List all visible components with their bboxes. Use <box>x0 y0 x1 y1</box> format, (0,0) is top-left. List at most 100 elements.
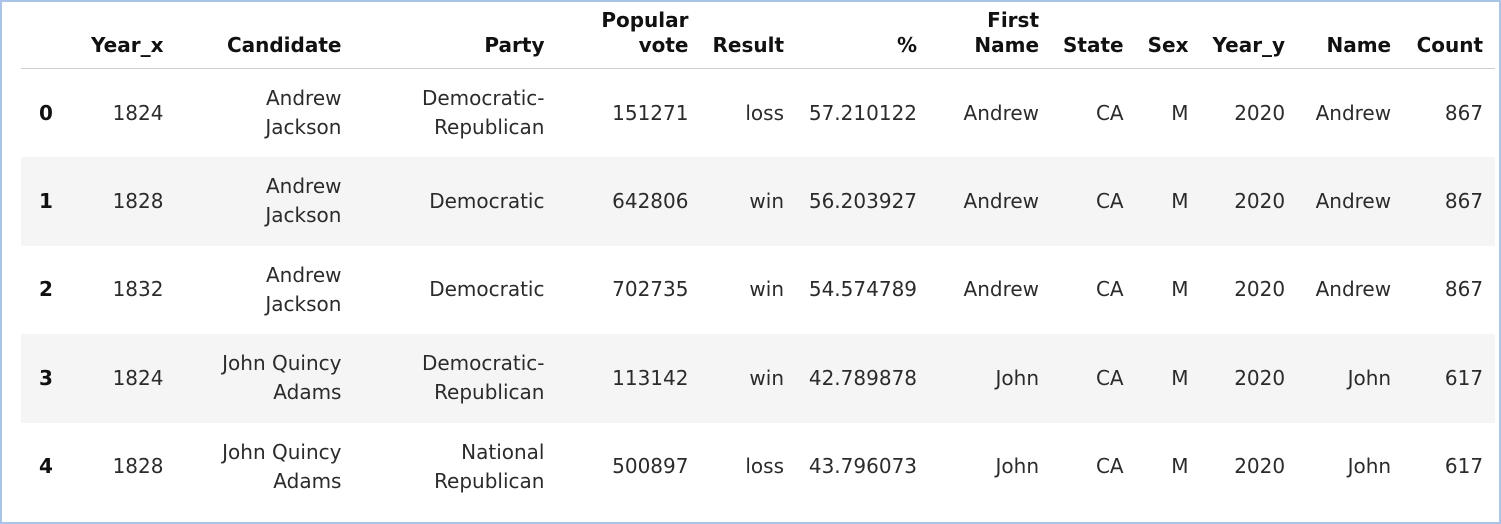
cell-candidate-line1: John Quincy <box>222 351 342 376</box>
cell-party: National Republican <box>353 423 556 512</box>
cell-candidate-line2: Adams <box>273 468 342 493</box>
header-candidate: Candidate <box>175 2 354 69</box>
cell-name: Andrew <box>1315 188 1392 213</box>
cell-percent: 57.210122 <box>808 100 918 125</box>
cell-candidate-line2: Jackson <box>265 291 342 316</box>
header-first-name-line1: First <box>987 8 1040 32</box>
cell-result: loss <box>745 454 785 479</box>
cell-percent: 54.574789 <box>808 277 918 302</box>
cell-popular-vote: 702735 <box>612 277 689 302</box>
cell-candidate-line2: Jackson <box>265 115 342 139</box>
cell-count: 867 <box>1444 100 1484 125</box>
cell-party-line2: Republican <box>434 468 545 493</box>
table-row: 0 1824 Andrew Jackson Democratic- Republic… <box>21 68 1496 158</box>
cell-count: 867 <box>1444 188 1484 213</box>
cell-party-line2: Republican <box>434 380 545 405</box>
cell-first-name: John <box>995 454 1040 479</box>
header-year-x: Year_x <box>79 2 176 69</box>
cell-sex: M <box>1171 100 1189 125</box>
row-index: 0 <box>39 100 53 125</box>
cell-year-x: 1824 <box>112 100 164 125</box>
table-row: 2 1832 Andrew Jackson Democratic 702735 w… <box>21 245 1496 335</box>
row-index: 3 <box>39 365 53 390</box>
row-index: 2 <box>39 277 53 302</box>
header-party: Party <box>353 2 557 69</box>
header-first-name: First Name <box>929 2 1052 69</box>
cell-percent: 42.789878 <box>808 365 918 390</box>
cell-first-name: John <box>995 365 1040 390</box>
header-percent: % <box>796 2 930 69</box>
header-state: State <box>1051 2 1136 69</box>
header-year-y: Year_y <box>1200 2 1298 69</box>
cell-popular-vote: 113142 <box>612 365 689 390</box>
cell-year-y: 2020 <box>1234 100 1286 125</box>
cell-party: Democratic <box>429 277 545 302</box>
cell-percent: 56.203927 <box>808 188 918 213</box>
header-count: Count <box>1403 2 1496 69</box>
cell-popular-vote: 151271 <box>612 100 689 125</box>
cell-candidate-line2: Adams <box>273 380 342 405</box>
cell-candidate-line1: John Quincy <box>222 439 342 464</box>
cell-sex: M <box>1171 277 1189 302</box>
cell-party: Democratic- Republican <box>353 69 556 158</box>
cell-state: CA <box>1095 100 1124 125</box>
header-popular-vote-line2: vote <box>638 33 689 57</box>
row-index: 1 <box>39 188 53 213</box>
cell-result: win <box>749 188 785 213</box>
cell-candidate: John Quincy Adams <box>175 423 353 512</box>
cell-state: CA <box>1095 188 1124 213</box>
cell-party-line2: Republican <box>434 115 545 139</box>
cell-year-y: 2020 <box>1234 454 1286 479</box>
header-result: Result <box>700 2 797 69</box>
cell-popular-vote: 642806 <box>612 188 689 213</box>
cell-year-x: 1832 <box>112 277 164 302</box>
cell-sex: M <box>1171 365 1189 390</box>
cell-state: CA <box>1095 454 1124 479</box>
cell-name: Andrew <box>1315 277 1392 302</box>
cell-candidate-line1: Andrew <box>265 262 342 287</box>
cell-popular-vote: 500897 <box>612 454 689 479</box>
cell-year-x: 1828 <box>112 188 164 213</box>
cell-party: Democratic <box>429 188 545 213</box>
row-index: 4 <box>39 454 53 479</box>
cell-year-y: 2020 <box>1234 188 1286 213</box>
dataframe-table: Year_x Candidate Party Popular vote Resul… <box>21 2 1496 512</box>
header-row: Year_x Candidate Party Popular vote Resul… <box>21 2 1496 69</box>
header-name: Name <box>1297 2 1404 69</box>
cell-state: CA <box>1095 365 1124 390</box>
cell-result: loss <box>745 100 785 125</box>
cell-year-x: 1828 <box>112 454 164 479</box>
cell-candidate: Andrew Jackson <box>175 69 353 158</box>
header-popular-vote-line1: Popular <box>601 8 689 32</box>
table-row: 4 1828 John Quincy Adams National Republic… <box>21 422 1496 512</box>
cell-name: John <box>1347 365 1392 390</box>
cell-year-x: 1824 <box>112 365 164 390</box>
cell-candidate: Andrew Jackson <box>175 157 353 246</box>
cell-name: John <box>1347 454 1392 479</box>
table-row: 1 1828 Andrew Jackson Democratic 642806 w… <box>21 157 1496 246</box>
cell-count: 867 <box>1444 277 1484 302</box>
cell-count: 617 <box>1444 365 1484 390</box>
cell-result: win <box>749 365 785 390</box>
cell-candidate: Andrew Jackson <box>175 246 353 335</box>
cell-first-name: Andrew <box>963 277 1040 302</box>
cell-first-name: Andrew <box>963 100 1040 125</box>
cell-year-y: 2020 <box>1234 365 1286 390</box>
cell-candidate-line1: Andrew <box>265 174 342 199</box>
cell-state: CA <box>1095 277 1124 302</box>
header-index <box>21 2 79 69</box>
cell-candidate: John Quincy Adams <box>175 334 353 423</box>
cell-party: Democratic- Republican <box>353 334 556 423</box>
cell-candidate-line1: Andrew <box>265 86 342 110</box>
header-first-name-line2: Name <box>974 33 1040 57</box>
table-row: 3 1824 John Quincy Adams Democratic- Repub… <box>21 334 1496 423</box>
cell-candidate-line2: Jackson <box>265 203 342 228</box>
cell-party-line1: Democratic- <box>421 351 545 376</box>
cell-party-line1: Democratic- <box>421 86 545 110</box>
header-sex: Sex <box>1135 2 1201 69</box>
cell-name: Andrew <box>1315 100 1392 125</box>
cell-result: win <box>749 277 785 302</box>
cell-sex: M <box>1171 188 1189 213</box>
cell-first-name: Andrew <box>963 188 1040 213</box>
